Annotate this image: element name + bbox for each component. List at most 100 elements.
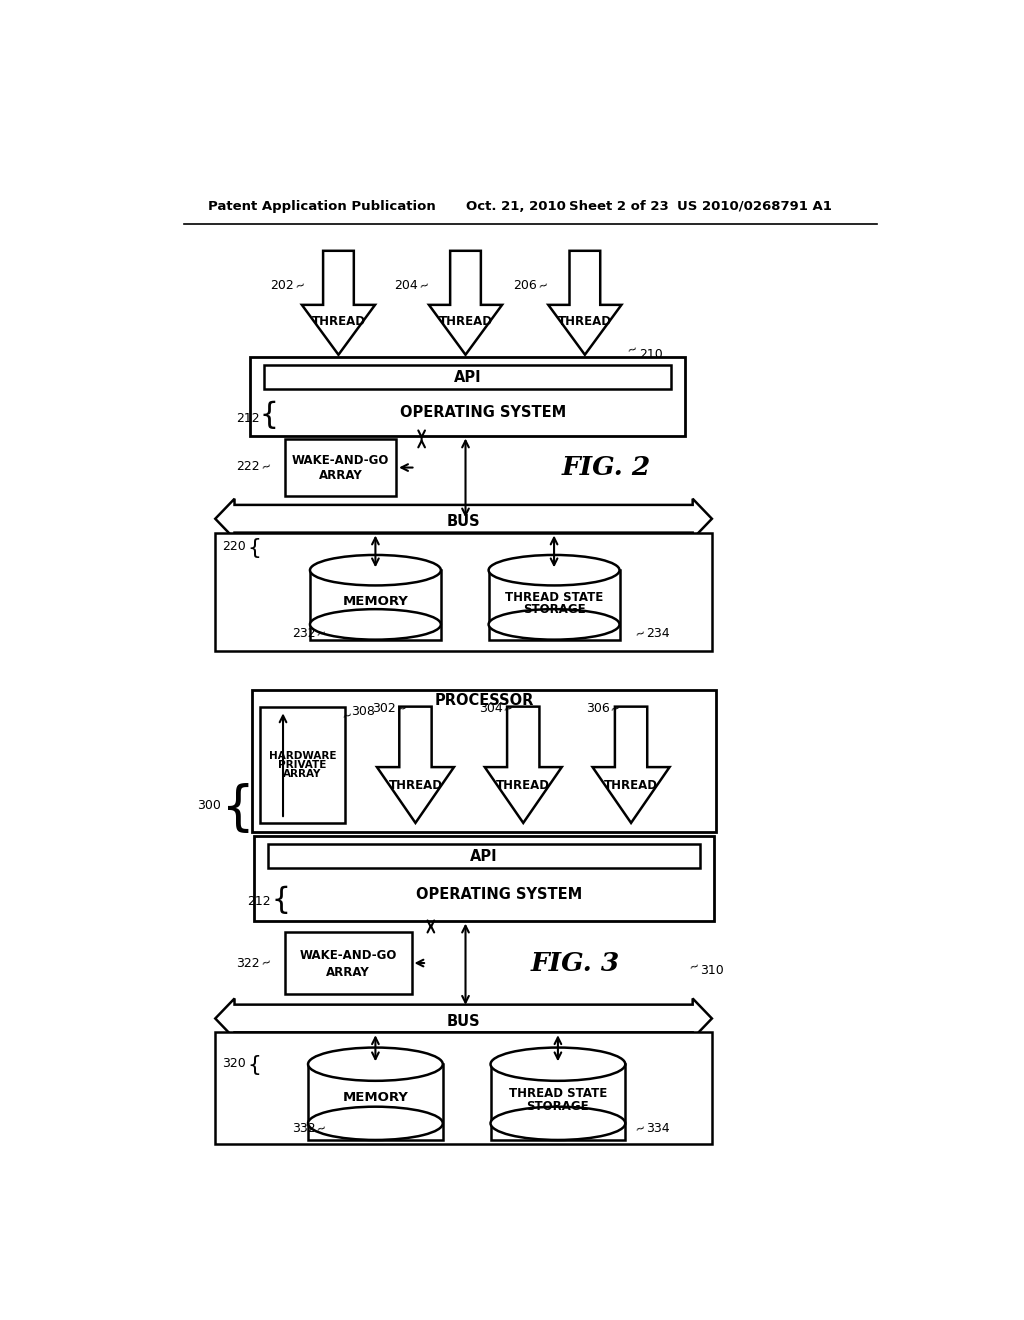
Text: 212: 212 [247, 895, 270, 908]
Text: WAKE-AND-GO: WAKE-AND-GO [292, 454, 389, 467]
Text: THREAD: THREAD [311, 315, 366, 327]
Text: 302: 302 [373, 702, 396, 715]
Text: ARRAY: ARRAY [327, 966, 370, 979]
Text: THREAD STATE: THREAD STATE [505, 591, 603, 603]
Ellipse shape [490, 1048, 626, 1081]
Text: BUS: BUS [446, 1014, 480, 1030]
Text: }: } [209, 779, 243, 832]
Bar [260, 706, 345, 822]
Polygon shape [215, 998, 712, 1039]
Bar [308, 1064, 442, 1140]
Text: ~: ~ [260, 956, 274, 972]
Polygon shape [484, 706, 562, 822]
Ellipse shape [488, 609, 620, 640]
Text: }: } [243, 1053, 257, 1073]
Text: MEMORY: MEMORY [342, 594, 409, 607]
Text: PROCESSOR: PROCESSOR [434, 693, 534, 708]
Text: ~: ~ [608, 701, 623, 717]
Text: STORAGE: STORAGE [522, 603, 586, 616]
Polygon shape [377, 706, 454, 822]
Text: ~: ~ [633, 626, 647, 642]
Polygon shape [429, 251, 502, 355]
Bar [310, 570, 441, 640]
Text: ~: ~ [314, 626, 329, 642]
Text: 210: 210 [639, 348, 663, 362]
Text: 206: 206 [513, 279, 538, 292]
Bar [264, 364, 671, 389]
Text: 232: 232 [292, 627, 315, 640]
Bar [267, 843, 700, 869]
Text: ARRAY: ARRAY [318, 470, 362, 483]
Bar [252, 689, 716, 832]
Text: 202: 202 [270, 279, 294, 292]
Bar [215, 533, 712, 651]
Ellipse shape [488, 554, 620, 586]
Ellipse shape [310, 554, 441, 586]
Text: ~: ~ [687, 958, 701, 974]
Text: THREAD STATE: THREAD STATE [509, 1088, 607, 1101]
Text: 304: 304 [479, 702, 503, 715]
Text: THREAD: THREAD [604, 779, 658, 792]
Text: STORAGE: STORAGE [526, 1100, 589, 1113]
Ellipse shape [310, 609, 441, 640]
Text: ~: ~ [633, 1121, 647, 1137]
Text: 332: 332 [292, 1122, 315, 1135]
Text: 308: 308 [351, 705, 375, 718]
Text: API: API [454, 370, 481, 384]
Bar [490, 1064, 626, 1140]
Polygon shape [215, 499, 712, 539]
Text: THREAD: THREAD [388, 779, 442, 792]
Polygon shape [302, 251, 375, 355]
Ellipse shape [308, 1048, 442, 1081]
Text: 306: 306 [586, 702, 609, 715]
Text: 322: 322 [237, 957, 260, 970]
Text: ARRAY: ARRAY [283, 770, 322, 779]
Text: ~: ~ [502, 701, 516, 717]
Text: HARDWARE: HARDWARE [268, 751, 336, 760]
Text: FIG. 3: FIG. 3 [531, 950, 621, 975]
Text: 234: 234 [646, 627, 670, 640]
Text: MEMORY: MEMORY [342, 1092, 409, 1104]
Text: WAKE-AND-GO: WAKE-AND-GO [299, 949, 396, 962]
Ellipse shape [490, 1106, 626, 1140]
Text: 334: 334 [646, 1122, 670, 1135]
Bar [285, 440, 396, 496]
Text: 212: 212 [237, 412, 260, 425]
Text: ~: ~ [395, 701, 410, 717]
Text: Oct. 21, 2010: Oct. 21, 2010 [466, 199, 565, 213]
Polygon shape [548, 251, 622, 355]
Bar [215, 1032, 712, 1144]
Text: Sheet 2 of 23: Sheet 2 of 23 [569, 199, 670, 213]
Text: 204: 204 [394, 279, 418, 292]
Text: ~: ~ [314, 1121, 329, 1137]
Text: API: API [470, 849, 498, 863]
Text: Patent Application Publication: Patent Application Publication [208, 199, 435, 213]
Bar [285, 932, 412, 994]
Text: BUS: BUS [446, 515, 480, 529]
Text: 310: 310 [700, 964, 724, 977]
Bar [254, 836, 714, 921]
Text: ~: ~ [537, 277, 551, 293]
Text: THREAD: THREAD [497, 779, 550, 792]
Bar [250, 358, 685, 436]
Text: 220: 220 [222, 540, 246, 553]
Bar [488, 570, 620, 640]
Text: ~: ~ [293, 277, 307, 293]
Ellipse shape [308, 1106, 442, 1140]
Text: ~: ~ [340, 708, 354, 723]
Text: ~: ~ [626, 342, 640, 358]
Text: THREAD: THREAD [558, 315, 612, 327]
Text: 320: 320 [222, 1056, 246, 1069]
Text: THREAD: THREAD [438, 315, 493, 327]
Text: ~: ~ [417, 277, 431, 293]
Text: PRIVATE: PRIVATE [279, 760, 327, 770]
Text: OPERATING SYSTEM: OPERATING SYSTEM [417, 887, 583, 902]
Text: ~: ~ [260, 458, 274, 474]
Text: }: } [265, 883, 285, 912]
Text: 300: 300 [198, 799, 221, 812]
Text: 222: 222 [237, 459, 260, 473]
Text: US 2010/0268791 A1: US 2010/0268791 A1 [677, 199, 833, 213]
Text: FIG. 2: FIG. 2 [562, 455, 651, 480]
Text: OPERATING SYSTEM: OPERATING SYSTEM [399, 405, 566, 420]
Polygon shape [593, 706, 670, 822]
